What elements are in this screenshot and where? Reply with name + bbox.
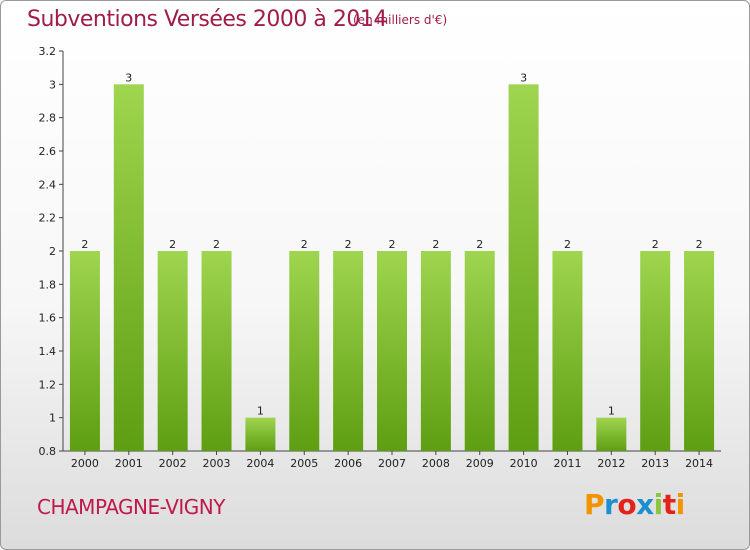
proxiti-logo[interactable]: Proxiti: [584, 488, 685, 521]
bar-2013: [640, 251, 671, 451]
data-label-2005: 2: [301, 238, 308, 251]
commune-name: CHAMPAGNE-VIGNY: [37, 495, 225, 519]
x-tick-label-2009: 2009: [466, 457, 494, 470]
y-tick-label: 3: [49, 78, 56, 91]
bar-2007: [377, 251, 407, 451]
y-tick-label: 1: [49, 412, 56, 425]
bar-2014: [684, 251, 715, 451]
data-label-2013: 2: [652, 238, 659, 251]
x-tick-label-2012: 2012: [597, 457, 625, 470]
bar-2006: [333, 251, 364, 451]
bar-2002: [157, 251, 188, 451]
chart-title: Subventions Versées 2000 à 2014: [27, 7, 387, 32]
bar-2010: [508, 84, 539, 451]
y-tick-label: 1.6: [39, 312, 57, 325]
data-label-2001: 3: [125, 71, 132, 84]
data-label-2006: 2: [345, 238, 352, 251]
x-tick-label-2000: 2000: [71, 457, 99, 470]
bar-2009: [464, 251, 495, 451]
bar-2004: [245, 417, 276, 451]
x-tick-label-2011: 2011: [553, 457, 581, 470]
x-tick-label-2010: 2010: [510, 457, 538, 470]
x-tick-label-2003: 2003: [203, 457, 231, 470]
bar-2012: [596, 417, 627, 451]
bar-2001: [113, 84, 144, 451]
x-tick-label-2006: 2006: [334, 457, 362, 470]
x-tick-label-2007: 2007: [378, 457, 406, 470]
data-label-2004: 1: [257, 405, 264, 418]
x-tick-label-2008: 2008: [422, 457, 450, 470]
y-tick-label: 2: [49, 245, 56, 258]
data-label-2002: 2: [169, 238, 176, 251]
x-tick-label-2002: 2002: [159, 457, 187, 470]
y-tick-label: 2.6: [39, 145, 57, 158]
x-tick-label-2014: 2014: [685, 457, 713, 470]
y-tick-label: 0.8: [39, 445, 57, 458]
y-tick-label: 3.2: [39, 45, 57, 58]
y-tick-label: 2.8: [39, 112, 57, 125]
data-label-2007: 2: [389, 238, 396, 251]
data-label-2012: 1: [608, 405, 615, 418]
x-tick-label-2004: 2004: [246, 457, 274, 470]
data-label-2014: 2: [696, 238, 703, 251]
data-label-2000: 2: [81, 238, 88, 251]
chart-subtitle: (en milliers d'€): [353, 13, 448, 27]
y-tick-label: 1.4: [39, 345, 57, 358]
bar-2003: [201, 251, 232, 451]
x-tick-label-2013: 2013: [641, 457, 669, 470]
x-tick-label-2005: 2005: [290, 457, 318, 470]
y-tick-label: 1.8: [39, 278, 57, 291]
data-label-2010: 3: [520, 71, 527, 84]
data-label-2011: 2: [564, 238, 571, 251]
bar-2008: [420, 251, 451, 451]
data-label-2009: 2: [476, 238, 483, 251]
bar-2005: [289, 251, 320, 451]
data-label-2008: 2: [432, 238, 439, 251]
data-label-2003: 2: [213, 238, 220, 251]
x-tick-label-2001: 2001: [115, 457, 143, 470]
bar-2011: [552, 251, 583, 451]
y-tick-label: 2.4: [39, 178, 57, 191]
y-tick-label: 2.2: [39, 212, 57, 225]
y-tick-label: 1.2: [39, 378, 57, 391]
bar-2000: [69, 251, 100, 451]
